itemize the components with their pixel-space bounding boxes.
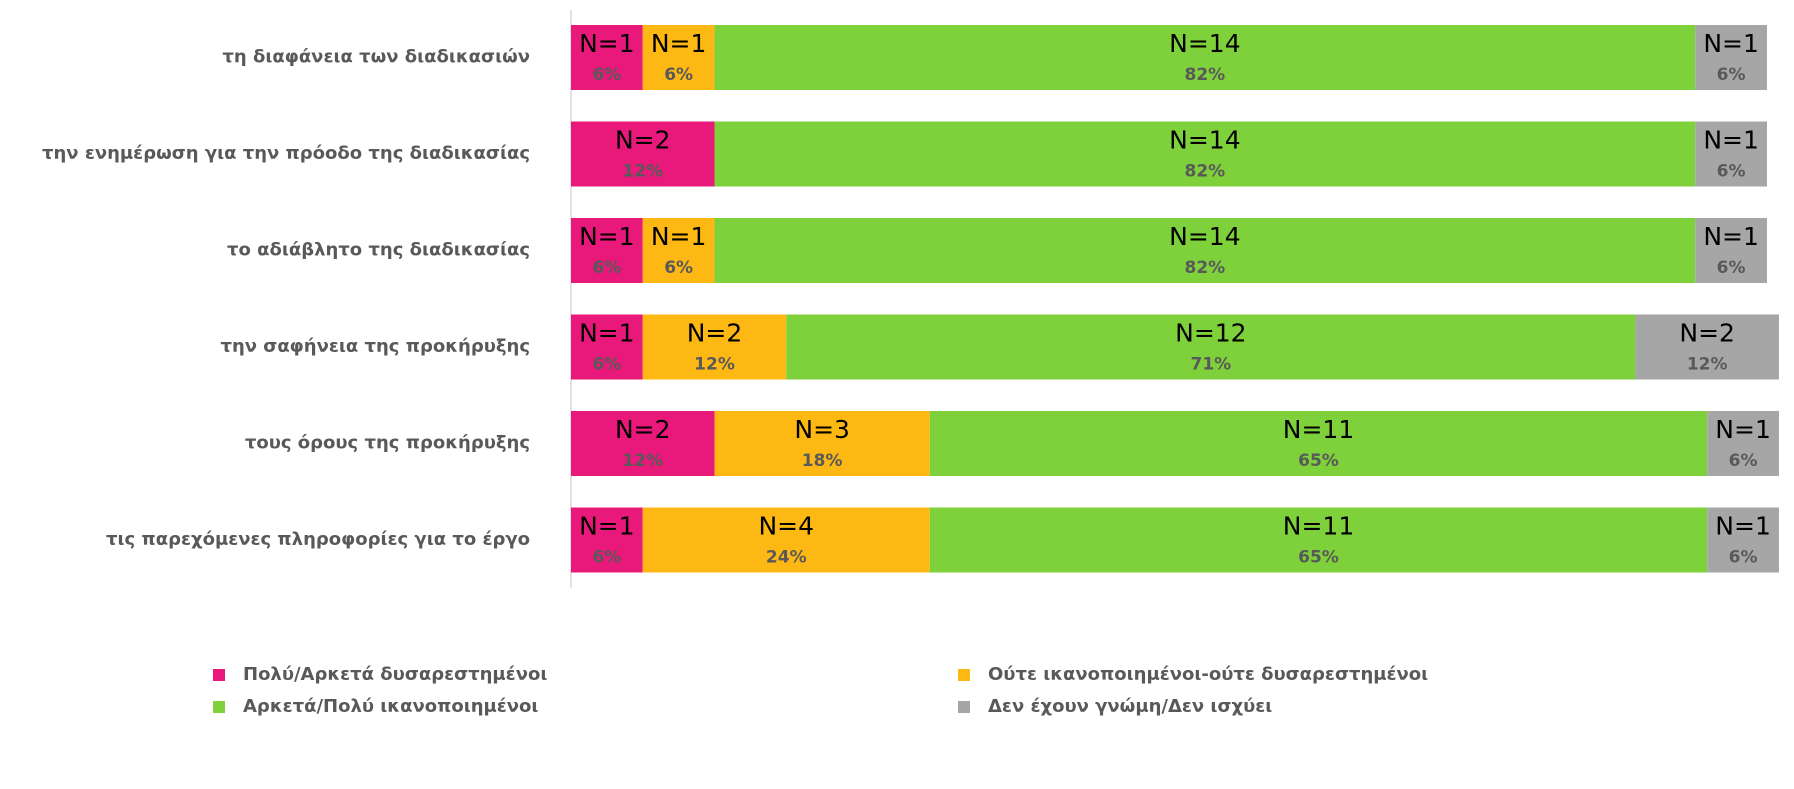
n-label: N=1 [1703,222,1759,251]
bar-segment [642,25,715,90]
n-label: N=2 [615,415,671,444]
value-label: 82% [1185,162,1226,182]
bar-segment [571,507,643,573]
bar-segment [714,121,1696,187]
value-label: 6% [1729,548,1758,568]
legend-swatch [958,701,970,713]
n-label: N=1 [1703,29,1759,58]
value-label: 24% [766,548,807,568]
value-label: 12% [622,451,663,471]
value-label: 18% [802,451,843,471]
bar-segment [571,218,643,283]
bar-segment [1707,411,1779,476]
category-label: το αδιάβλητο της διαδικασίας [227,240,530,261]
n-label: N=1 [1715,415,1771,444]
bar-segment [1635,314,1779,380]
value-label: 71% [1191,355,1232,375]
value-label: 65% [1298,548,1339,568]
value-label: 12% [1687,355,1728,375]
value-label: 6% [592,548,621,568]
value-label: 6% [1729,451,1758,471]
legend-swatch [213,701,225,713]
value-label: 6% [1717,162,1746,182]
category-label: την σαφήνεια της προκήρυξης [220,336,530,357]
bar-segment [1695,121,1767,187]
legend-swatch [213,669,225,681]
n-label: N=2 [687,319,743,348]
legend-label: Δεν έχουν γνώμη/Δεν ισχύει [988,696,1272,717]
value-label: 6% [592,355,621,375]
bar-segment [571,411,715,476]
n-label: N=1 [579,29,635,58]
n-label: N=12 [1175,319,1246,348]
bar-segment [714,411,930,476]
category-label: τη διαφάνεια των διαδικασιών [222,47,530,68]
bar-segment [642,218,715,283]
n-label: N=3 [794,415,850,444]
value-label: 12% [694,355,735,375]
n-label: N=14 [1169,29,1240,58]
value-label: 6% [1717,65,1746,85]
value-label: 6% [664,65,693,85]
legend-label: Αρκετά/Πολύ ικανοποιημένοι [243,696,538,717]
category-label: τις παρεχόμενες πληροφορίες για το έργο [106,529,530,550]
bar-segment [571,25,643,90]
category-label: την ενημέρωση για την πρόοδο της διαδικα… [42,143,530,164]
n-label: N=1 [1703,126,1759,155]
legend-label: Πολύ/Αρκετά δυσαρεστημένοι [243,664,547,685]
bar-segment [714,25,1696,90]
bar-segment [786,314,1636,380]
category-label: τους όρους της προκήρυξης [245,433,530,454]
value-label: 6% [664,258,693,278]
value-label: 6% [592,65,621,85]
n-label: N=1 [651,222,707,251]
bar-segment [1707,507,1779,573]
n-label: N=1 [579,222,635,251]
bar-segment [571,314,643,380]
value-label: 65% [1298,451,1339,471]
bar-segment [642,507,930,573]
bar-segment [1695,25,1767,90]
n-label: N=11 [1283,512,1354,541]
value-label: 82% [1185,65,1226,85]
value-label: 6% [592,258,621,278]
value-label: 12% [622,162,663,182]
n-label: N=2 [615,126,671,155]
n-label: N=1 [579,319,635,348]
n-label: N=2 [1679,319,1735,348]
legend-label: Ούτε ικανοποιημένοι-ούτε δυσαρεστημένοι [988,664,1428,685]
legend-swatch [958,669,970,681]
bar-segment [642,314,787,380]
value-label: 6% [1717,258,1746,278]
value-label: 82% [1185,258,1226,278]
n-label: N=11 [1283,415,1354,444]
bar-segment [571,121,715,187]
bar-segment [1695,218,1767,283]
n-label: N=14 [1169,222,1240,251]
n-label: N=1 [1715,512,1771,541]
n-label: N=1 [651,29,707,58]
bar-segment [929,411,1708,476]
n-label: N=4 [758,512,814,541]
bar-segment [714,218,1696,283]
n-label: N=14 [1169,126,1240,155]
bar-segment [929,507,1708,573]
n-label: N=1 [579,512,635,541]
